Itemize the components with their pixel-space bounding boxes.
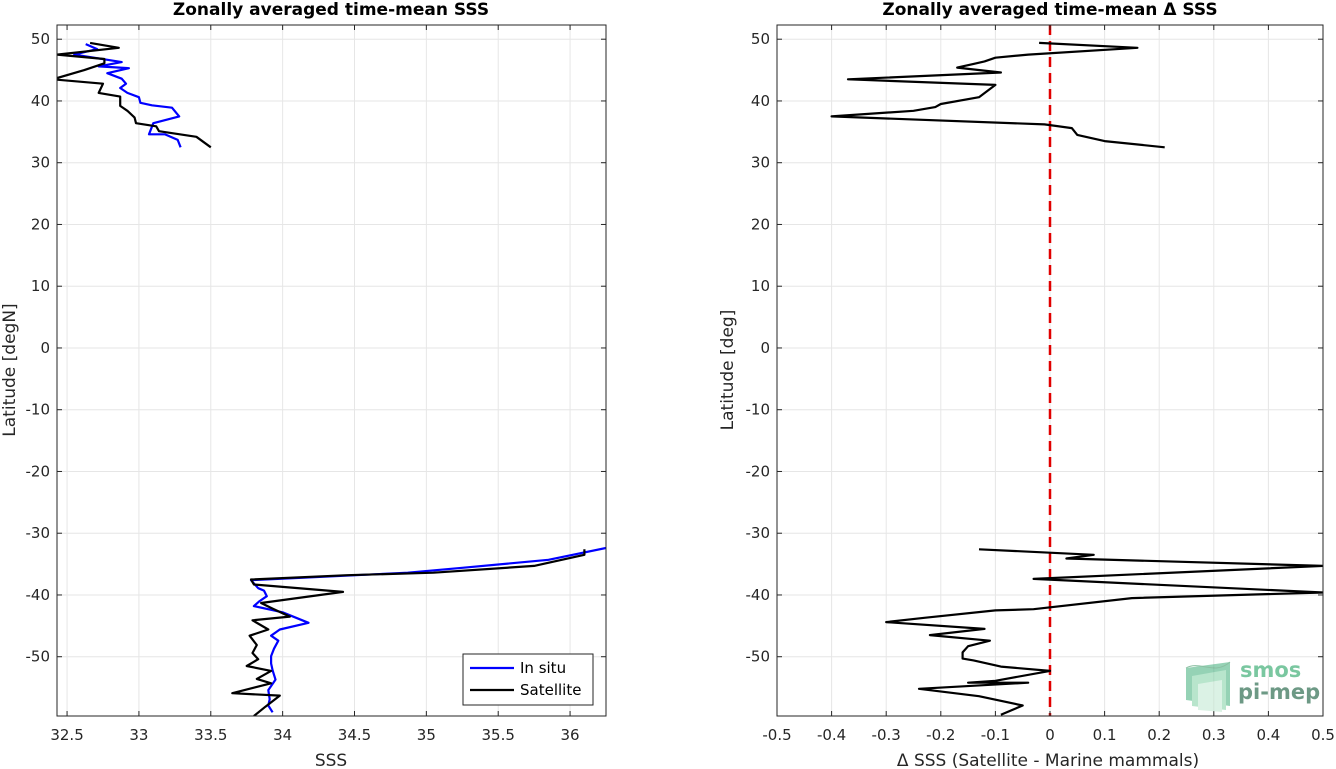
y-tick-label: -40 [26,586,51,604]
x-tick-label: 0 [1045,726,1055,744]
legend: In situ Satellite [462,653,594,706]
legend-in-situ-label: In situ [520,659,566,677]
y-tick-label: -20 [26,462,51,480]
x-tick-label: 33.5 [194,726,227,744]
x-tick-label: 35 [417,726,436,744]
y-tick-label: 50 [751,30,770,48]
x-tick-label: 0.2 [1147,726,1171,744]
y-tick-label: 20 [31,215,50,233]
left-chart-panel: Zonally averaged time-mean SSS 32.5 33 33.… [0,0,607,769]
x-tick-label: -0.5 [762,726,791,744]
x-tick-label: -0.3 [872,726,901,744]
y-tick-label: 30 [751,154,770,172]
right-tick-labels: -0.5 -0.4 -0.3 -0.2 -0.1 0 0.1 0.2 0.3 0.4 0.5 50 40… [746,25,1335,744]
x-tick-label: 0.4 [1256,726,1280,744]
x-tick-label: 34 [273,726,292,744]
logo-wave-icon [1185,661,1231,712]
left-chart-title: Zonally averaged time-mean SSS [173,0,489,20]
satellite-series-line [57,41,212,149]
right-chart-panel: Zonally averaged time-mean Δ SSS -0.5 -0.… [718,0,1335,769]
y-tick-label: -50 [26,648,51,666]
left-plot-lines [57,41,606,716]
logo-text-line1: smos [1240,658,1301,682]
y-tick-label: -30 [746,524,771,542]
left-grid [57,25,606,716]
y-tick-label: -20 [746,462,771,480]
delta-sss-series-line [885,548,1323,716]
x-tick-label: -0.4 [817,726,846,744]
x-tick-label: 36 [561,726,580,744]
right-y-axis-label: Latitude [deg] [718,310,738,431]
y-tick-label: 0 [40,339,50,357]
right-chart-title: Zonally averaged time-mean Δ SSS [882,0,1217,20]
y-tick-label: -40 [746,586,771,604]
left-tick-labels: 32.5 33 33.5 34 34.5 35 35.5 36 50 40 30 20 10 0 -10 -2… [26,25,606,744]
legend-satellite-label: Satellite [520,681,581,699]
y-tick-label: 50 [31,30,50,48]
y-tick-label: 0 [760,339,770,357]
left-axes-box [56,24,607,717]
y-tick-label: 10 [31,277,50,295]
y-tick-label: -30 [26,524,51,542]
x-tick-label: 0.5 [1311,726,1335,744]
y-tick-label: 40 [751,92,770,110]
legend-box [462,653,594,706]
x-tick-label: 0.1 [1093,726,1117,744]
satellite-series-line [231,549,586,716]
x-tick-label: 33 [129,726,148,744]
in-situ-series-line [73,43,182,148]
x-tick-label: 34.5 [338,726,371,744]
y-tick-label: 10 [751,277,770,295]
x-tick-label: -0.1 [981,726,1010,744]
left-x-axis-label: SSS [315,751,347,769]
smos-pi-mep-logo: smos pi-mep [1185,658,1320,712]
y-tick-label: 30 [31,154,50,172]
delta-sss-series-line [830,41,1165,149]
x-tick-label: -0.2 [926,726,955,744]
x-tick-label: 32.5 [50,726,83,744]
y-tick-label: -10 [746,401,771,419]
y-tick-label: 40 [31,92,50,110]
left-y-axis-label: Latitude [degN] [0,303,20,436]
y-tick-label: 20 [751,215,770,233]
logo-text-line2: pi-mep [1238,680,1320,704]
right-plot-lines [830,41,1323,716]
y-tick-label: -50 [746,648,771,666]
right-x-axis-label: Δ SSS (Satellite - Marine mammals) [897,751,1199,769]
y-tick-label: -10 [26,401,51,419]
x-tick-label: 35.5 [482,726,515,744]
x-tick-label: 0.3 [1202,726,1226,744]
